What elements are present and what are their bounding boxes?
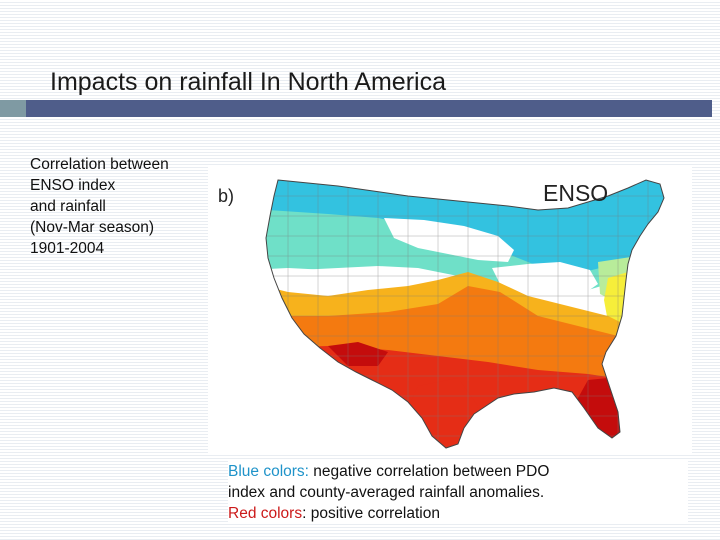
us-map-svg <box>265 179 665 449</box>
caption-line-2: index and county-averaged rainfall anoma… <box>228 484 545 501</box>
description-text: Correlation between ENSO index and rainf… <box>30 154 205 259</box>
description-line: 1901-2004 <box>30 240 105 257</box>
map-name-label: ENSO <box>543 180 609 206</box>
title-accent-tab <box>0 100 26 117</box>
map-caption: Blue colors: negative correlation betwee… <box>228 461 688 524</box>
caption-blue-label: Blue colors: <box>228 463 309 480</box>
description-line: ENSO index <box>30 177 116 194</box>
caption-red-label: Red colors <box>228 505 303 522</box>
caption-blue-text: negative correlation between PDO <box>308 463 550 480</box>
map-region-north-white <box>384 218 514 262</box>
description-line: Correlation between <box>30 156 169 173</box>
caption-line-3: Red colors: positive correlation <box>228 503 688 524</box>
map-region-southwest-red <box>328 342 388 366</box>
description-line: (Nov-Mar season) <box>30 219 155 236</box>
caption-red-text: : positive correlation <box>302 505 440 522</box>
caption-line-1: Blue colors: negative correlation betwee… <box>228 461 688 482</box>
panel-label: b) <box>218 186 235 206</box>
title-rule <box>26 100 712 117</box>
correlation-map <box>208 166 692 454</box>
us-outline <box>265 179 665 449</box>
map-region-midwest-white <box>492 262 598 298</box>
description-line: and rainfall <box>30 198 106 215</box>
slide-title: Impacts on rainfall In North America <box>50 68 446 96</box>
